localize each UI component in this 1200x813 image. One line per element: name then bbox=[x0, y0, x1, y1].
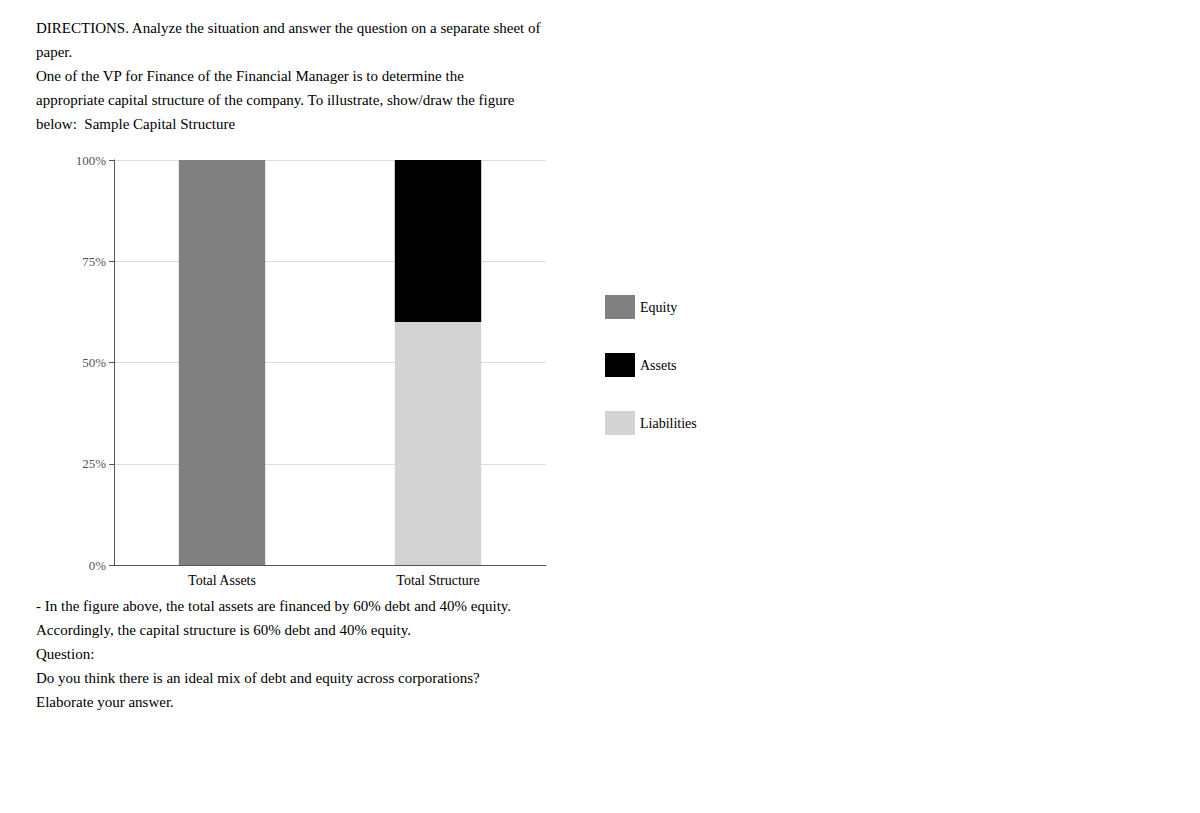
svg-text:One of the VP for Finance of t: One of the VP for Finance of the Financi… bbox=[36, 68, 464, 84]
svg-text:Elaborate your answer.: Elaborate your answer. bbox=[36, 694, 174, 710]
svg-text:Equity: Equity bbox=[640, 300, 677, 315]
svg-text:Do you think there is an ideal: Do you think there is an ideal mix of de… bbox=[36, 670, 480, 686]
svg-text:25%: 25% bbox=[82, 456, 106, 471]
svg-text:Total Structure: Total Structure bbox=[396, 573, 479, 588]
svg-text:100%: 100% bbox=[76, 153, 107, 168]
svg-text:DIRECTIONS. Analyze the situat: DIRECTIONS. Analyze the situation and an… bbox=[36, 20, 540, 36]
svg-text:0%: 0% bbox=[89, 558, 107, 573]
svg-text:paper.: paper. bbox=[36, 44, 72, 60]
svg-text:Liabilities: Liabilities bbox=[640, 416, 697, 431]
svg-text:Accordingly, the capital struc: Accordingly, the capital structure is 60… bbox=[36, 622, 411, 638]
svg-text:appropriate capital structure: appropriate capital structure of the com… bbox=[36, 92, 515, 108]
svg-text:Total Assets: Total Assets bbox=[188, 573, 256, 588]
svg-text:Question:: Question: bbox=[36, 646, 94, 662]
svg-text:below: Sample Capital Structu: below: Sample Capital Structure bbox=[36, 116, 235, 132]
svg-text:75%: 75% bbox=[82, 254, 106, 269]
svg-text:- In the figure above, the tot: - In the figure above, the total assets … bbox=[36, 598, 511, 614]
svg-text:50%: 50% bbox=[82, 355, 106, 370]
svg-text:Assets: Assets bbox=[640, 358, 677, 373]
